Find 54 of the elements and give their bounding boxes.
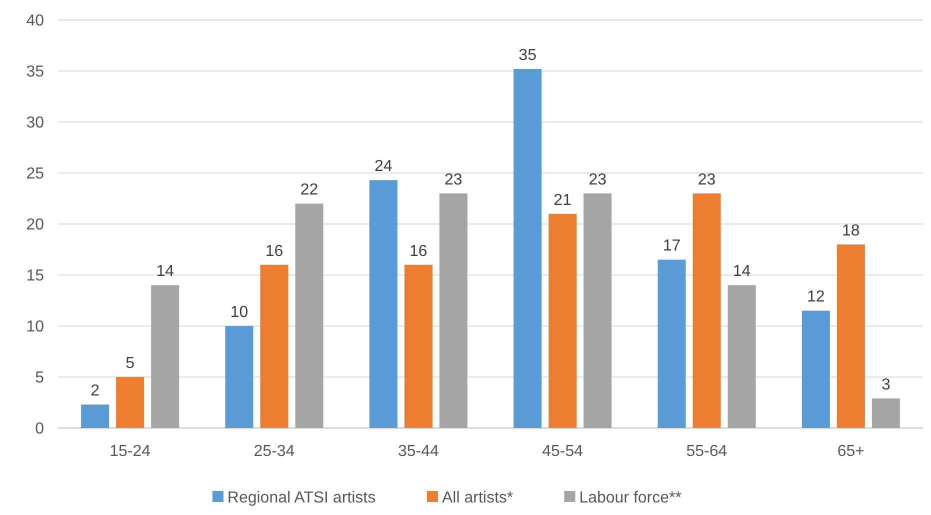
- data-label: 23: [444, 171, 462, 188]
- x-tick-label: 55-64: [686, 443, 728, 460]
- x-tick-label: 65+: [837, 443, 864, 460]
- bar: [116, 377, 144, 428]
- bar: [872, 398, 900, 428]
- bar: [836, 244, 865, 428]
- y-tick-label: 40: [26, 12, 44, 30]
- legend-label: All artists*: [442, 490, 514, 507]
- data-label: 23: [698, 171, 716, 188]
- y-tick-label: 15: [26, 268, 44, 285]
- bar: [295, 204, 324, 428]
- y-tick-label: 35: [26, 64, 44, 81]
- bar: [802, 310, 830, 428]
- bar: [728, 285, 756, 428]
- y-tick-label: 5: [35, 370, 44, 387]
- data-label: 18: [842, 222, 860, 240]
- data-label: 22: [300, 182, 318, 199]
- x-tick-label: 15-24: [110, 443, 151, 460]
- data-label: 14: [156, 263, 174, 280]
- bar: [151, 285, 180, 428]
- data-label: 16: [265, 242, 284, 260]
- bar: [225, 326, 254, 428]
- data-label: 16: [410, 242, 428, 260]
- data-label: 10: [230, 304, 248, 321]
- y-tick-label: 20: [26, 216, 44, 234]
- data-label: 3: [881, 376, 890, 394]
- data-label: 14: [732, 263, 751, 280]
- x-tick-label: 35-44: [398, 443, 439, 460]
- data-label: 12: [807, 288, 825, 306]
- bar: [548, 214, 577, 428]
- bar: [658, 260, 686, 428]
- data-label: 5: [126, 355, 135, 372]
- y-tick-label: 0: [35, 420, 44, 438]
- data-label: 24: [374, 158, 392, 176]
- bar: [514, 68, 542, 428]
- y-tick-label: 30: [26, 114, 44, 132]
- y-tick-label: 10: [26, 318, 44, 336]
- x-tick-label: 45-54: [542, 443, 584, 460]
- legend-label: Regional ATSI artists: [227, 490, 376, 507]
- data-label: 17: [662, 238, 681, 255]
- legend-label: Labour force**: [579, 490, 682, 507]
- bar: [260, 264, 288, 428]
- data-label: 2: [90, 382, 100, 400]
- data-label: 23: [588, 171, 607, 188]
- bar: [404, 264, 432, 428]
- bar: [584, 193, 612, 428]
- x-tick-label: 25-34: [254, 443, 295, 460]
- bar: [369, 180, 398, 428]
- bar: [692, 193, 721, 428]
- bar: [81, 404, 110, 428]
- bar: [439, 193, 468, 428]
- y-tick-label: 25: [26, 166, 44, 183]
- data-label: 21: [554, 192, 572, 209]
- data-label: 35: [518, 46, 537, 64]
